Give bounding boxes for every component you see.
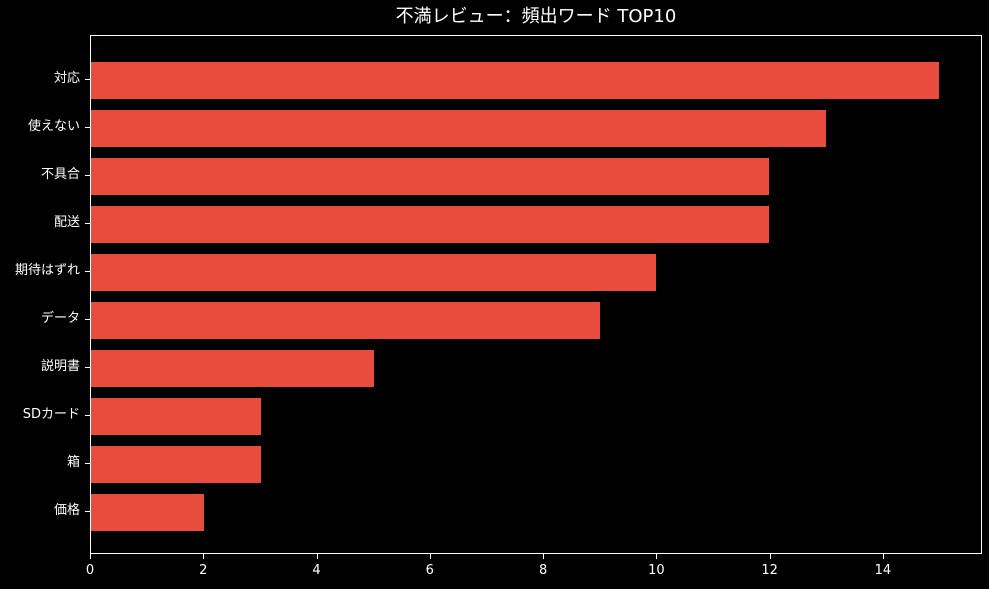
y-tick-mark [85, 319, 90, 320]
bar [91, 157, 770, 195]
y-tick-mark [85, 79, 90, 80]
y-tick-label: 箱 [66, 455, 80, 470]
x-tick-label: 12 [761, 563, 778, 578]
bar [91, 205, 770, 243]
x-tick-label: 14 [874, 563, 892, 578]
x-tick-mark [882, 554, 884, 559]
y-tick-mark [85, 175, 90, 176]
y-tick-label: 不具合 [40, 167, 80, 182]
x-tick-mark [90, 554, 91, 559]
x-tick-mark [316, 554, 318, 559]
y-tick-mark [85, 463, 90, 464]
bar [91, 445, 261, 483]
bar [91, 61, 939, 99]
y-tick-mark [85, 415, 90, 416]
bar [91, 301, 600, 339]
bar [91, 397, 261, 435]
chart-title: 不満レビュー：頻出ワード TOP10 [395, 6, 677, 27]
y-tick-label: データ [40, 311, 80, 326]
x-tick-label: 2 [199, 563, 208, 578]
bar [91, 493, 205, 531]
x-tick-label: 10 [648, 563, 665, 578]
y-tick-label: 使えない [27, 119, 80, 134]
x-tick-label: 4 [312, 563, 321, 578]
bar [91, 109, 826, 147]
y-tick-label: 説明書 [40, 359, 80, 374]
y-tick-mark [85, 271, 90, 272]
y-tick-label: 配送 [53, 215, 80, 230]
y-tick-label: 対応 [53, 71, 80, 86]
y-tick-label: SDカード [22, 407, 80, 422]
x-tick-mark [656, 554, 658, 559]
x-tick-mark [543, 554, 545, 559]
y-tick-label: 期待はずれ [14, 263, 80, 278]
x-tick-mark [429, 554, 431, 559]
y-tick-mark [85, 127, 90, 128]
x-tick-mark [769, 554, 771, 559]
y-tick-mark [85, 223, 90, 224]
y-tick-label: 価格 [53, 503, 80, 518]
x-tick-label: 0 [85, 563, 95, 578]
x-tick-label: 8 [538, 563, 548, 578]
plot-area [90, 35, 982, 554]
y-tick-mark [85, 367, 90, 368]
x-tick-label: 6 [425, 563, 434, 578]
x-tick-mark [203, 554, 205, 559]
y-tick-mark [85, 511, 90, 512]
bar [91, 253, 657, 291]
bar [91, 349, 374, 387]
